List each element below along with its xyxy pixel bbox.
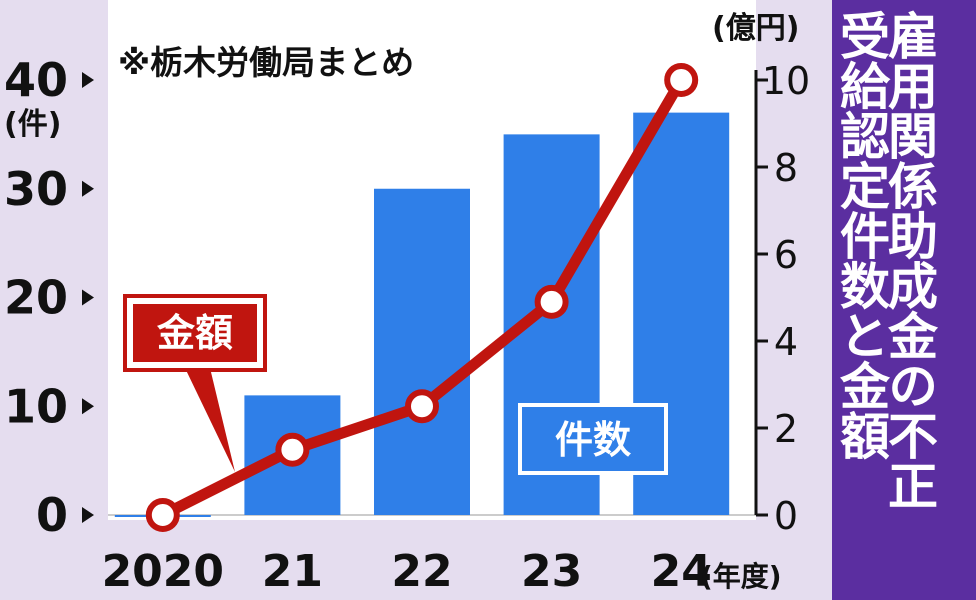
amount-point-21 xyxy=(275,432,310,467)
amount-point-22 xyxy=(405,389,439,424)
chart-title-line-2: 受給認定件数と金額 xyxy=(832,10,890,460)
x-tick-label: 23 xyxy=(521,546,582,597)
series-label-amount: 金額 xyxy=(123,294,267,472)
count-series-label: 件数 xyxy=(555,418,631,462)
x-axis-unit: (年度) xyxy=(700,560,782,593)
x-tick-label: 24 xyxy=(651,546,712,597)
right-tick-label: 0 xyxy=(774,494,798,538)
right-tick-label: 8 xyxy=(774,146,798,190)
amount-point-2020 xyxy=(145,498,180,532)
count-label-box xyxy=(518,403,668,475)
x-tick-label: 22 xyxy=(391,546,452,597)
title-panel xyxy=(832,0,976,600)
left-tick-marker xyxy=(82,72,94,88)
right-tick-label: 10 xyxy=(762,59,810,103)
right-tick-label: 6 xyxy=(774,233,798,277)
left-tick-marker xyxy=(82,180,94,197)
left-tick-marker xyxy=(82,398,94,415)
x-tick-label: 2020 xyxy=(102,546,224,597)
amount-series-label: 金額 xyxy=(156,311,233,355)
right-tick-label: 4 xyxy=(774,320,798,364)
left-axis-unit: (件) xyxy=(4,107,61,142)
amount-point-23 xyxy=(534,284,569,319)
series-label-count: 件数 xyxy=(518,403,668,475)
left-tick-marker xyxy=(82,289,94,306)
x-tick-label: 21 xyxy=(262,546,323,597)
left-tick-label: 20 xyxy=(4,271,68,325)
left-tick-label: 30 xyxy=(4,162,68,216)
amount-callout-pointer xyxy=(185,368,235,472)
left-tick-label: 10 xyxy=(4,379,68,433)
right-axis-unit: (億円) xyxy=(712,11,799,46)
amount-point-24 xyxy=(664,63,699,97)
bar-22 xyxy=(374,188,470,515)
left-tick-label: 0 xyxy=(36,488,68,542)
chart-title-line-1: 雇用関係助成金の不正 xyxy=(880,10,938,510)
left-tick-marker xyxy=(82,507,94,523)
source-note: ※栃木労働局まとめ xyxy=(118,43,414,82)
right-tick-label: 2 xyxy=(774,407,798,451)
left-tick-label: 40 xyxy=(4,53,68,107)
